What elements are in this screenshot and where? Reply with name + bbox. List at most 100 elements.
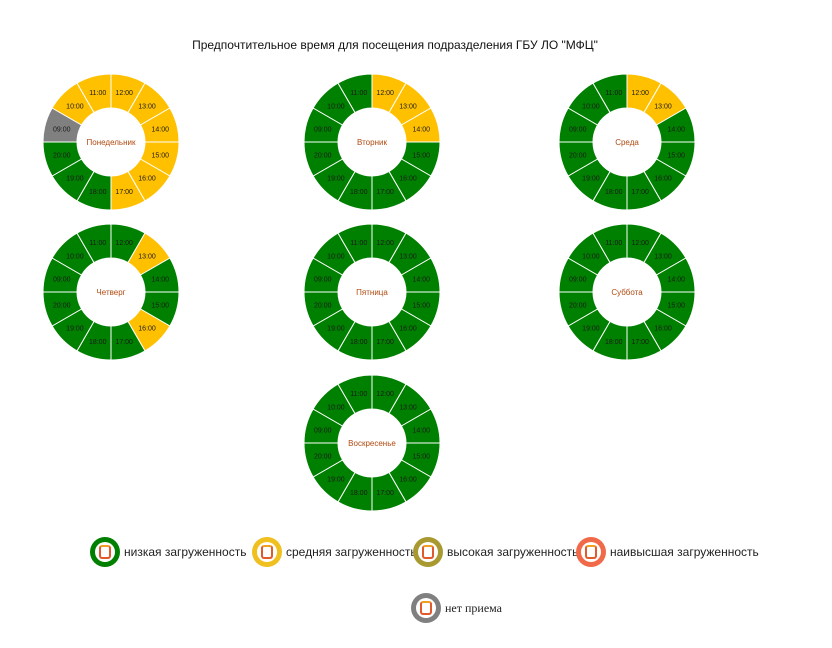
hour-label: 18:00	[350, 189, 368, 196]
hour-label: 15:00	[667, 303, 685, 310]
hour-label: 17:00	[115, 339, 133, 346]
donut-chart: 09:00 10:00 11:00 12:00 13:00 14:00 15:00 16:00…	[303, 223, 441, 361]
hour-label: 14:00	[412, 126, 430, 133]
hour-label: 16:00	[138, 326, 156, 333]
donut-segment	[558, 141, 599, 177]
hour-label: 15:00	[412, 153, 430, 160]
hour-label: 14:00	[151, 126, 169, 133]
hour-label: 09:00	[314, 276, 332, 283]
legend-label: высокая загруженность	[447, 545, 579, 559]
hour-label: 11:00	[350, 240, 367, 247]
hour-label: 19:00	[582, 176, 600, 183]
hour-label: 18:00	[605, 339, 623, 346]
day-label: Понедельник	[87, 138, 136, 147]
hour-label: 17:00	[115, 189, 133, 196]
hour-label: 16:00	[138, 176, 156, 183]
legend-badge-icon	[90, 537, 120, 567]
hour-label: 20:00	[314, 454, 332, 461]
hour-label: 10:00	[582, 103, 600, 110]
hour-label: 14:00	[412, 427, 430, 434]
hour-label: 18:00	[350, 490, 368, 497]
donut-chart: 09:00 10:00 11:00 12:00 13:00 14:00 15:00 16:00…	[558, 73, 696, 211]
day-label: Среда	[615, 138, 639, 147]
hour-label: 11:00	[89, 90, 106, 97]
legend-badge-icon	[413, 537, 443, 567]
hour-label: 12:00	[376, 90, 394, 97]
legend-item-high: высокая загруженность	[413, 537, 578, 567]
hour-label: 19:00	[327, 176, 345, 183]
donut-chart: 09:00 10:00 11:00 12:00 13:00 14:00 15:00 16:00…	[42, 73, 180, 211]
hour-label: 13:00	[654, 253, 672, 260]
hour-label: 19:00	[327, 477, 345, 484]
legend-label: нет приема	[445, 600, 502, 615]
hour-label: 12:00	[115, 240, 133, 247]
hour-label: 16:00	[654, 176, 672, 183]
hour-label: 15:00	[667, 153, 685, 160]
day-label: Пятница	[356, 288, 388, 297]
legend-label: средняя загруженность	[286, 545, 417, 559]
hour-label: 14:00	[412, 276, 430, 283]
hour-label: 09:00	[53, 276, 71, 283]
legend-badge-icon	[252, 537, 282, 567]
hour-label: 17:00	[376, 490, 394, 497]
hour-label: 15:00	[151, 303, 169, 310]
hour-label: 20:00	[569, 153, 587, 160]
page-title: Предпочтительное время для посещения под…	[192, 38, 598, 52]
hour-label: 19:00	[66, 176, 84, 183]
donut-segment	[42, 141, 83, 177]
donut-segment	[558, 291, 599, 327]
hour-label: 17:00	[376, 189, 394, 196]
donut-chart: 09:00 10:00 11:00 12:00 13:00 14:00 15:00 16:00…	[42, 223, 180, 361]
hour-label: 12:00	[376, 240, 394, 247]
legend-badge-icon	[576, 537, 606, 567]
hour-label: 09:00	[314, 126, 332, 133]
donut-segment	[303, 291, 344, 327]
donut-segment	[303, 141, 344, 177]
legend-badge-icon	[411, 593, 441, 623]
hour-label: 18:00	[350, 339, 368, 346]
hour-label: 17:00	[376, 339, 394, 346]
hour-label: 17:00	[631, 339, 649, 346]
legend-label: низкая загруженность	[124, 545, 247, 559]
donut-chart: 09:00 10:00 11:00 12:00 13:00 14:00 15:00 16:00…	[558, 223, 696, 361]
legend-label: наивысшая загруженность	[610, 545, 759, 559]
hour-label: 14:00	[667, 126, 685, 133]
hour-label: 13:00	[399, 404, 417, 411]
hour-label: 13:00	[138, 253, 156, 260]
hour-label: 20:00	[53, 153, 71, 160]
hour-label: 17:00	[631, 189, 649, 196]
day-label: Суббота	[611, 288, 643, 297]
donut-chart: 09:00 10:00 11:00 12:00 13:00 14:00 15:00 16:00…	[303, 374, 441, 512]
donut-chart: 09:00 10:00 11:00 12:00 13:00 14:00 15:00 16:00…	[303, 73, 441, 211]
hour-label: 13:00	[138, 103, 156, 110]
hour-label: 10:00	[582, 253, 600, 260]
hour-label: 11:00	[350, 90, 367, 97]
hour-label: 12:00	[376, 391, 394, 398]
hour-label: 16:00	[399, 176, 417, 183]
hour-label: 19:00	[582, 326, 600, 333]
hour-label: 20:00	[53, 303, 71, 310]
day-label: Вторник	[357, 138, 387, 147]
hour-label: 19:00	[327, 326, 345, 333]
hour-label: 20:00	[314, 303, 332, 310]
hour-label: 11:00	[89, 240, 106, 247]
hour-label: 10:00	[66, 253, 84, 260]
hour-label: 16:00	[399, 326, 417, 333]
hour-label: 18:00	[89, 339, 107, 346]
hour-label: 11:00	[605, 90, 622, 97]
hour-label: 14:00	[667, 276, 685, 283]
legend-item-highest: наивысшая загруженность	[576, 537, 759, 567]
hour-label: 11:00	[605, 240, 622, 247]
hour-label: 19:00	[66, 326, 84, 333]
legend-item-low: низкая загруженность	[90, 537, 246, 567]
hour-label: 10:00	[327, 404, 345, 411]
hour-label: 09:00	[569, 126, 587, 133]
hour-label: 12:00	[115, 90, 133, 97]
hour-label: 09:00	[53, 126, 71, 133]
day-label: Воскресенье	[348, 439, 396, 448]
hour-label: 11:00	[350, 391, 367, 398]
donut-charts: 09:00 10:00 11:00 12:00 13:00 14:00 15:00 16:00…	[42, 73, 696, 512]
hour-label: 15:00	[412, 303, 430, 310]
hour-label: 15:00	[151, 153, 169, 160]
hour-label: 13:00	[654, 103, 672, 110]
